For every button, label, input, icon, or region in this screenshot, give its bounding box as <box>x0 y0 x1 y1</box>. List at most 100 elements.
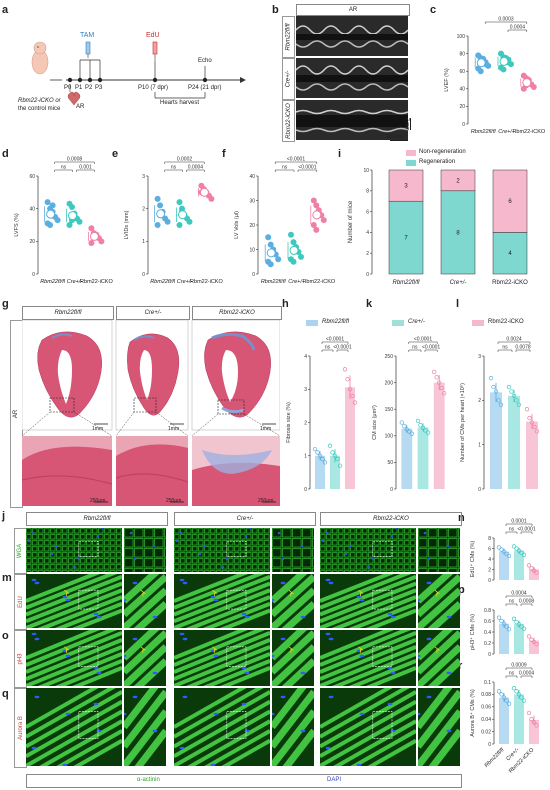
sig-label: 0.0004 <box>511 591 527 597</box>
x-tick-label: Rbm22fl/fl <box>261 279 287 285</box>
chart-c: 0 20 40 60 80 100 LVEF (%) Rbm22fl/fl Cre+/-Rbm2… <box>444 17 546 136</box>
micrograph-wga-5 <box>418 528 460 572</box>
data-point <box>526 710 532 716</box>
y-tick-label: 40 <box>249 174 255 180</box>
data-point <box>501 549 507 554</box>
data-point <box>506 553 512 558</box>
y-tick-label: 0 <box>462 122 465 128</box>
echo-row-label-2: Cre+/- <box>282 58 295 100</box>
data-point <box>345 377 350 382</box>
data-point <box>526 563 532 568</box>
y-axis-label: Fibrosis size (%) <box>286 402 292 443</box>
sig-label: <0.0001 <box>414 337 432 343</box>
data-point <box>514 619 519 625</box>
sig-label: 0.001 <box>79 165 92 171</box>
y-tick-label: 0 <box>478 487 481 493</box>
timeline-diagram <box>31 41 246 106</box>
data-point <box>506 701 512 706</box>
mean-marker <box>499 56 509 66</box>
micrograph-aurora-2 <box>174 688 270 766</box>
mean-marker <box>199 187 209 197</box>
data-point <box>496 545 502 550</box>
data-point <box>491 384 496 390</box>
x-tick-label: Rbm22-iCKO <box>302 279 335 285</box>
data-point <box>176 199 183 206</box>
sig-label: <0.0001 <box>326 337 344 343</box>
bar <box>499 551 509 580</box>
data-point <box>499 547 504 552</box>
y-tick-label: 10 <box>363 168 369 174</box>
mean-marker <box>476 58 486 68</box>
mouse-label-2: the control mice <box>18 106 61 112</box>
data-point <box>499 618 504 624</box>
bar-label-regen: 7 <box>404 236 408 242</box>
panel-label-c: c <box>430 4 437 16</box>
data-point <box>402 424 407 429</box>
bar-regen <box>388 200 424 275</box>
panel-label-j: j <box>2 510 6 522</box>
sig-label: 0.0004 <box>519 671 535 677</box>
legend-non-regen: Non-regeneration <box>419 149 466 155</box>
mouse-label-1: Rbm22-iCKO or <box>18 98 61 104</box>
data-point <box>98 238 105 245</box>
micrograph-aurora-0 <box>26 688 122 766</box>
legend-label-g3: Rbm22-iCKO <box>488 319 524 325</box>
y-tick-label: 80 <box>459 51 465 57</box>
edu-label: EdU <box>146 32 160 39</box>
p2-label: P2 <box>85 85 93 91</box>
data-point <box>352 400 358 405</box>
p0-label: P0 <box>64 85 72 91</box>
y-tick-label: 0 <box>488 578 491 584</box>
data-point <box>423 428 428 433</box>
x-tick-label: Rbm22-iCKO <box>190 279 223 285</box>
y-tick-label: 0.06 <box>481 705 491 711</box>
data-point <box>531 639 537 645</box>
micrograph-wga-3 <box>272 528 314 572</box>
echo-row-label-3: Rbm22-iCKO <box>282 100 295 142</box>
y-axis-label: Number of mice <box>348 200 354 243</box>
bar <box>529 719 539 744</box>
data-point <box>399 420 404 425</box>
data-point <box>531 720 537 725</box>
data-point <box>310 222 317 228</box>
heart-section-2 <box>127 333 180 416</box>
data-point <box>529 566 534 571</box>
bar-label-non-regen: 2 <box>456 178 460 184</box>
syringe-icon-edu <box>152 41 158 62</box>
y-tick-label: 1 <box>304 454 307 460</box>
y-tick-label: 3 <box>304 387 307 393</box>
p10-label: P10 (7 dpr) <box>138 85 169 91</box>
micro-header-3: Rbm22-iCKO <box>320 512 462 526</box>
data-point <box>420 425 426 430</box>
x-tick-label: Rbm22fl/fl <box>392 280 420 286</box>
data-point <box>157 202 164 209</box>
y-tick-label: 60 <box>459 69 465 75</box>
data-point <box>335 456 340 462</box>
y-tick-label: 2 <box>478 398 481 404</box>
y-tick-label: 3 <box>142 174 145 180</box>
scale-bottom-1: 250μm <box>90 498 106 504</box>
sig-label: ns <box>509 671 515 677</box>
data-point <box>496 398 501 403</box>
data-point <box>290 258 297 265</box>
data-point <box>511 393 517 399</box>
data-point <box>511 686 517 691</box>
bottom-legend: α-actinin DAPI <box>26 774 462 788</box>
y-axis-label: EdU⁺ CMs (%) <box>469 541 476 578</box>
legend-regen: Regeneration <box>419 159 456 165</box>
x-tick-label: Cre+/- <box>450 280 467 286</box>
y-tick-label: 0.2 <box>484 641 491 647</box>
y-tick-label: 0.4 <box>484 630 491 636</box>
micrograph-edu-2 <box>174 574 270 628</box>
micrograph-wga-2 <box>174 528 270 572</box>
data-point <box>88 225 95 232</box>
micrograph-aurora-1 <box>124 688 166 766</box>
data-point <box>516 622 522 627</box>
y-tick-label: 100 <box>385 434 394 440</box>
echo-scale-v: 2 mm <box>404 118 410 131</box>
data-point <box>530 84 537 91</box>
mean-marker <box>266 248 276 258</box>
data-point <box>47 222 54 228</box>
micrograph-grid <box>26 528 460 768</box>
y-axis-label: LV Vols (μl) <box>234 211 240 239</box>
